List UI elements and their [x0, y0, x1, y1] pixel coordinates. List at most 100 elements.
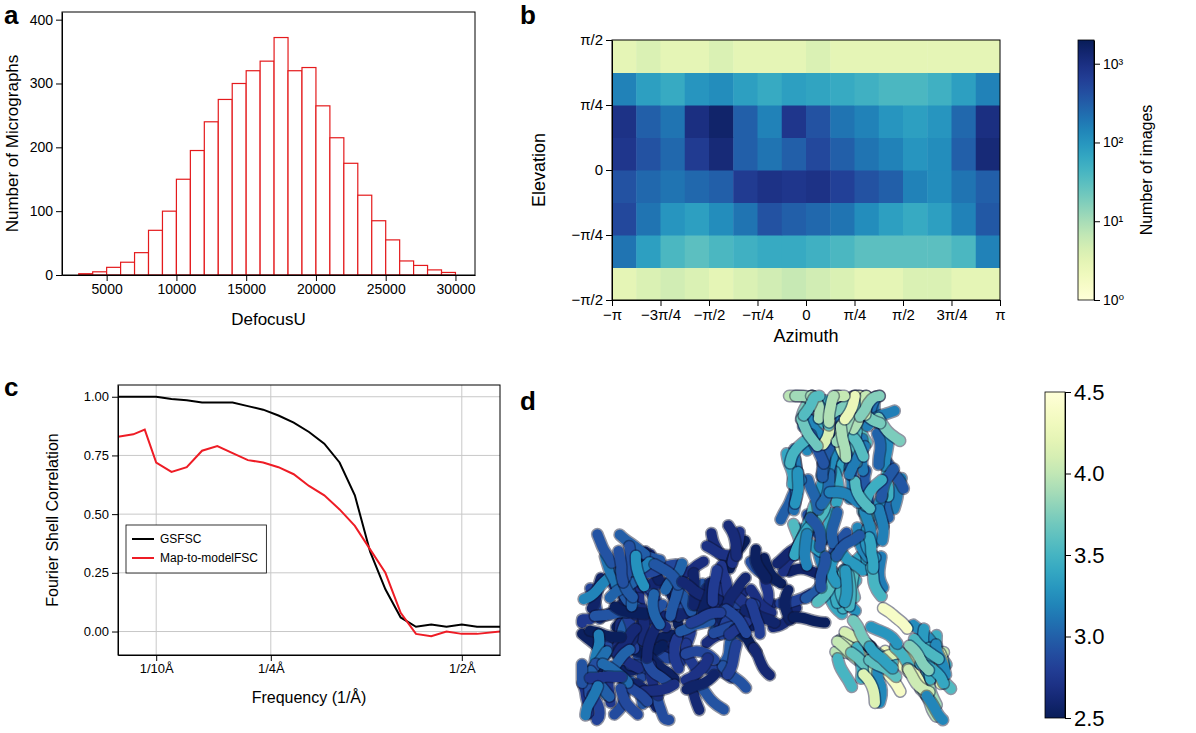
cell: [903, 138, 928, 171]
cell: [636, 105, 661, 138]
map-tube: [713, 570, 717, 602]
map-tube: [686, 675, 714, 689]
bar: [330, 138, 344, 275]
tick-mark: [1094, 221, 1100, 222]
lines: [118, 397, 500, 636]
axis: −π−3π/4−π/2−π/40π/4π/23π/4π: [603, 300, 1006, 323]
map-shadow: [620, 689, 637, 715]
axis-line: [118, 386, 119, 656]
cell: [927, 138, 952, 171]
cell: [757, 235, 782, 268]
panel-a: 5000100001500020000250003000001002003004…: [3, 12, 476, 329]
cell: [757, 138, 782, 171]
tick-mark: [1065, 555, 1071, 556]
map-tube: [860, 396, 880, 417]
cell: [879, 170, 904, 203]
axis-line: [63, 275, 476, 276]
cell: [685, 235, 710, 268]
cell: [709, 138, 734, 171]
legend-label: Map-to-modelFSC: [160, 551, 258, 565]
axis-line: [1094, 41, 1095, 301]
tick: −π/4: [571, 226, 612, 243]
map-shadow: [794, 617, 825, 622]
cell: [709, 268, 734, 301]
cell: [830, 105, 855, 138]
density-map: [582, 396, 951, 720]
tick: π: [995, 300, 1005, 323]
cell: [709, 73, 734, 106]
cell: [879, 40, 904, 73]
cell: [636, 170, 661, 203]
map-shadow: [855, 482, 870, 509]
bar: [204, 122, 218, 275]
tick-label: 300: [30, 75, 54, 91]
map-tube: [927, 696, 943, 720]
cell: [830, 40, 855, 73]
axis-title: DefocusU: [231, 310, 306, 329]
axis: 10⁰10¹10²10³: [1094, 41, 1125, 308]
tick-label: −3π/4: [641, 306, 681, 323]
cell: [612, 170, 637, 203]
map-tube: [755, 550, 766, 579]
tick-mark: [606, 235, 612, 236]
tick-mark: [1094, 142, 1100, 143]
map-shadow: [674, 638, 678, 668]
tick-mark: [56, 275, 62, 276]
tick: 1/4Å: [258, 655, 285, 676]
tick-mark: [1065, 474, 1071, 475]
cell: [782, 203, 807, 236]
map-shadow: [597, 534, 611, 562]
cell: [951, 203, 976, 236]
tick: π/4: [580, 96, 612, 113]
map-shadow: [655, 564, 679, 584]
fsc-line: [118, 430, 500, 637]
cell: [830, 73, 855, 106]
map-shadow: [795, 472, 798, 503]
cell: [951, 235, 976, 268]
cell: [685, 73, 710, 106]
map-shadow: [860, 396, 880, 417]
bar: [316, 106, 330, 275]
panel-b: −π−3π/4−π/2−π/40π/4π/23π/4π−π/2−π/40π/4π…: [529, 31, 1155, 346]
tick-mark: [112, 397, 118, 398]
tick-mark: [56, 211, 62, 212]
tick-label: 100: [30, 203, 54, 219]
cell: [951, 105, 976, 138]
cell: [879, 138, 904, 171]
tick-label: π/4: [844, 306, 867, 323]
bar: [400, 261, 414, 275]
plot-frame: [118, 385, 500, 655]
map-shadow: [821, 557, 826, 588]
cell: [879, 235, 904, 268]
cell: [782, 73, 807, 106]
tick-label: 0.00: [84, 624, 109, 639]
bar: [386, 240, 400, 275]
map-tube: [726, 609, 746, 633]
axis: 2.53.03.54.04.5: [1065, 380, 1105, 731]
map-tube: [805, 534, 807, 565]
cell: [782, 170, 807, 203]
cell: [685, 138, 710, 171]
cell: [709, 40, 734, 73]
cell: [612, 203, 637, 236]
map-tube: [701, 687, 723, 709]
cell: [757, 268, 782, 301]
map-tube: [871, 627, 897, 644]
cell: [757, 40, 782, 73]
grid-line: [118, 514, 500, 515]
tick-mark: [156, 655, 157, 661]
cell: [782, 268, 807, 301]
map-shadow: [832, 512, 837, 543]
tick-mark: [606, 105, 612, 106]
map-shadow: [691, 613, 721, 623]
tick: 100: [30, 203, 62, 219]
tick-label: 0: [802, 306, 810, 323]
cell: [976, 268, 1000, 301]
tick-mark: [1065, 392, 1071, 393]
map-shadow: [590, 677, 622, 678]
tick: 0.75: [84, 448, 118, 463]
tick-label: 1/4Å: [258, 661, 285, 676]
map-shadow: [805, 534, 807, 565]
tick-mark: [56, 20, 62, 21]
cell: [927, 73, 952, 106]
